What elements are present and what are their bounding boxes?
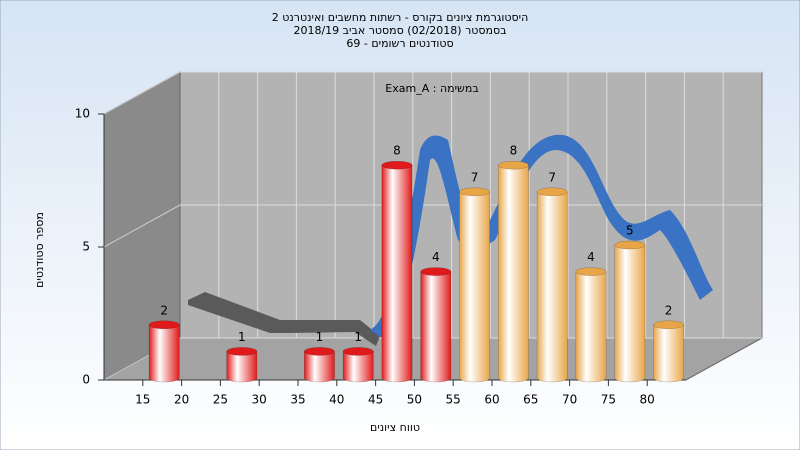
bar xyxy=(653,320,684,383)
bar xyxy=(575,267,607,383)
x-tick-label: 55 xyxy=(446,393,461,407)
grid-line xyxy=(103,71,181,115)
bar-body xyxy=(614,244,646,383)
bar-top xyxy=(342,347,374,356)
data-label: 7 xyxy=(548,170,556,184)
x-tick-label: 30 xyxy=(252,393,267,407)
data-label: 2 xyxy=(665,303,673,317)
bar xyxy=(420,267,452,383)
bar xyxy=(536,187,568,383)
x-tick-label: 40 xyxy=(329,393,344,407)
curve-shadow xyxy=(188,292,380,346)
bar-top xyxy=(614,240,646,250)
bar-top xyxy=(498,160,529,170)
bar-top xyxy=(226,347,258,356)
bar-body xyxy=(342,351,374,383)
bar-body xyxy=(226,351,258,383)
x-tick-label: 25 xyxy=(213,393,228,407)
bar-top xyxy=(536,187,568,197)
bar xyxy=(342,347,374,383)
distribution-curve xyxy=(370,134,713,340)
data-label: 4 xyxy=(587,250,595,264)
bar-top xyxy=(575,267,607,276)
data-label: 4 xyxy=(432,250,440,264)
x-tick-label: 45 xyxy=(368,393,383,407)
bar-body xyxy=(420,271,452,383)
bar-top xyxy=(148,320,180,330)
bar-body xyxy=(575,271,607,383)
x-tick-label: 75 xyxy=(601,393,616,407)
annotation: Exam_A : במשימה xyxy=(385,82,478,95)
bar-top xyxy=(381,160,413,170)
x-tick-label: 80 xyxy=(640,393,655,407)
data-label: 2 xyxy=(160,303,168,317)
bar-body xyxy=(653,324,684,383)
data-label: 7 xyxy=(471,170,479,184)
bar xyxy=(381,160,413,383)
x-tick-label: 65 xyxy=(523,393,538,407)
y-tick-label: 10 xyxy=(75,107,90,121)
y-axis-title: מספר סטודנטים xyxy=(33,212,46,288)
bar-body xyxy=(459,191,490,383)
bar xyxy=(459,187,490,383)
bar xyxy=(304,347,335,383)
bar-body xyxy=(536,191,568,383)
data-label: 8 xyxy=(510,144,518,158)
bar-top xyxy=(420,267,452,276)
x-tick-label: 70 xyxy=(562,393,577,407)
x-tick-label: 15 xyxy=(135,393,150,407)
bar xyxy=(148,320,180,383)
bar-body xyxy=(381,164,413,383)
chart-title: היסטוגרמת ציונים בקורס - רשתות מחשבים וא… xyxy=(272,11,529,24)
grid-line xyxy=(103,204,181,248)
x-tick-label: 60 xyxy=(484,393,499,407)
bar-body xyxy=(304,351,335,383)
bar xyxy=(614,240,646,383)
y-tick-label: 5 xyxy=(82,240,90,254)
bar-body xyxy=(148,324,180,383)
data-label: 8 xyxy=(393,144,401,158)
bar-top xyxy=(459,187,490,197)
data-label: 1 xyxy=(238,330,246,344)
data-label: 1 xyxy=(316,330,324,344)
data-label: 1 xyxy=(354,330,362,344)
bar-body xyxy=(498,164,529,383)
bar xyxy=(498,160,529,383)
chart-subtitle: בסמסטר (02/2018) סמסטר אביב 2018/19 xyxy=(293,24,506,37)
x-tick-label: 35 xyxy=(290,393,305,407)
x-tick-label: 50 xyxy=(407,393,422,407)
x-tick-label: 20 xyxy=(174,393,189,407)
x-axis-title: טווח ציונים xyxy=(370,421,420,434)
bar xyxy=(226,347,258,383)
bar-top xyxy=(653,320,684,330)
data-label: 5 xyxy=(626,224,634,238)
bar-top xyxy=(304,347,335,356)
y-tick-label: 0 xyxy=(82,373,90,387)
chart-subtitle: סטודנטים רשומים - 69 xyxy=(346,37,453,50)
